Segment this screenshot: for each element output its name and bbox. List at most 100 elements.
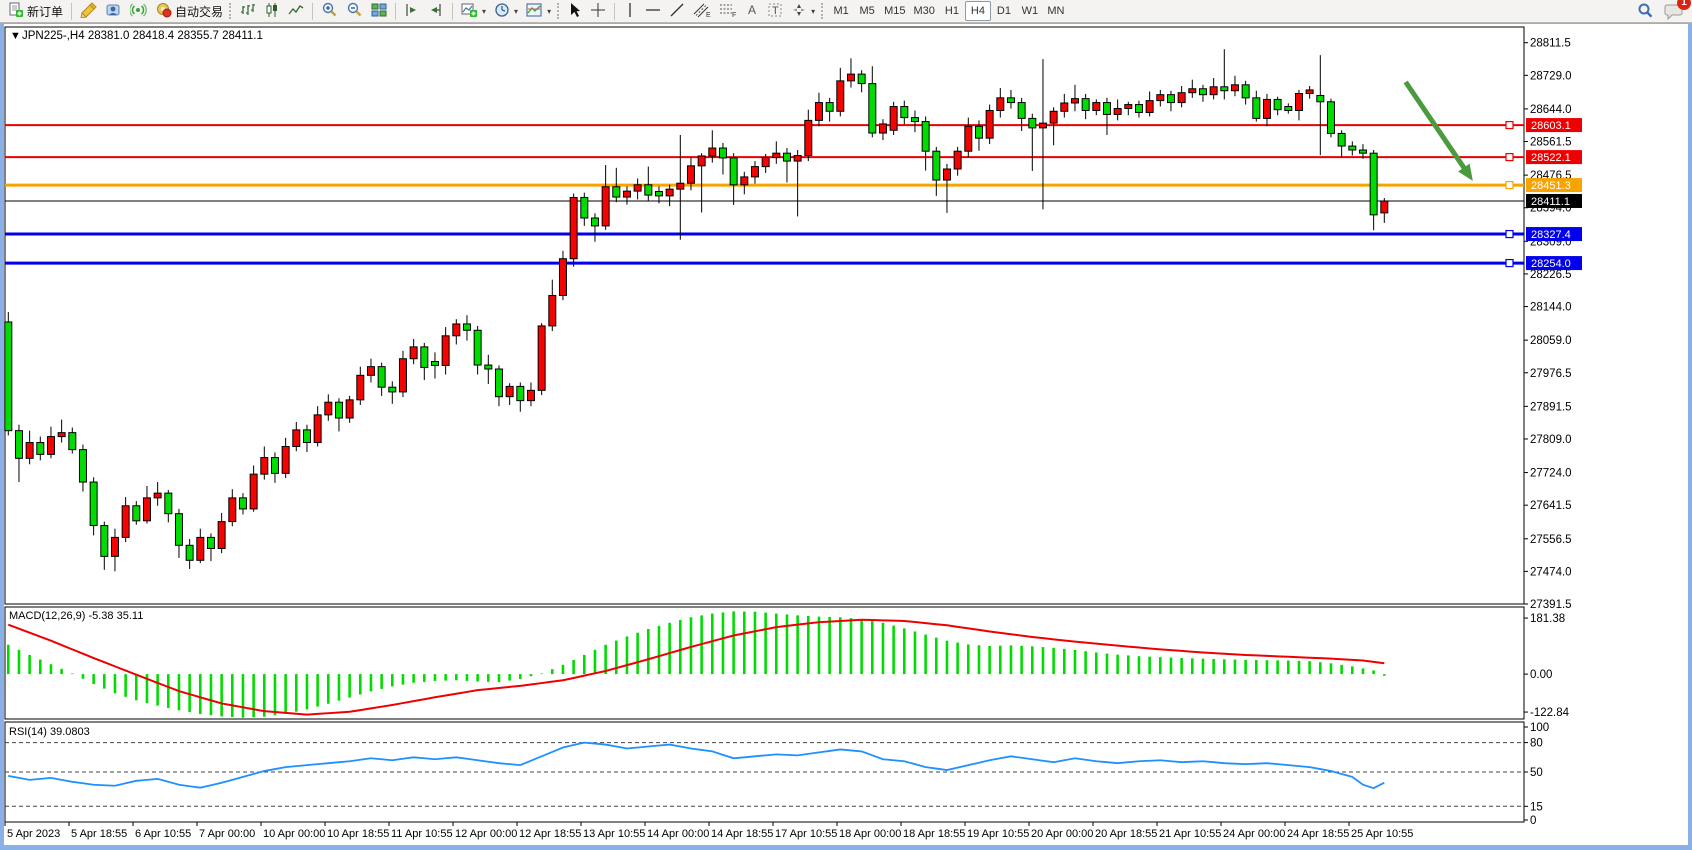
candle[interactable] xyxy=(430,352,439,379)
candle[interactable] xyxy=(196,528,205,564)
candle[interactable] xyxy=(1241,80,1250,105)
search-icon[interactable] xyxy=(1636,2,1654,25)
candle[interactable] xyxy=(174,508,183,558)
candle[interactable] xyxy=(345,395,354,423)
candle[interactable] xyxy=(1273,96,1282,116)
line-chart-button[interactable] xyxy=(284,1,308,21)
candle[interactable] xyxy=(942,163,951,213)
candle[interactable] xyxy=(569,193,578,267)
candle[interactable] xyxy=(1038,59,1047,210)
candle[interactable] xyxy=(516,382,525,412)
indicators-button[interactable]: ▾ xyxy=(457,1,490,21)
candle[interactable] xyxy=(782,148,791,183)
candle[interactable] xyxy=(964,117,973,158)
candle[interactable] xyxy=(654,186,663,204)
annotation-arrow-down[interactable] xyxy=(1403,80,1473,181)
candle[interactable] xyxy=(580,192,589,226)
fibonacci-tool[interactable]: F xyxy=(715,1,741,21)
candle[interactable] xyxy=(1369,150,1378,231)
hline-handle[interactable] xyxy=(1505,229,1514,239)
candle[interactable] xyxy=(1017,97,1026,132)
candle[interactable] xyxy=(1252,90,1261,122)
candle[interactable] xyxy=(878,119,887,141)
candle[interactable] xyxy=(494,365,503,407)
horizontal-line-tool[interactable] xyxy=(641,1,665,21)
candle[interactable] xyxy=(526,382,535,407)
candle[interactable] xyxy=(985,104,994,145)
hline-handle[interactable] xyxy=(1505,152,1514,162)
candle[interactable] xyxy=(612,167,621,203)
candle[interactable] xyxy=(1294,89,1303,121)
candle[interactable] xyxy=(1305,85,1314,99)
candle[interactable] xyxy=(718,142,727,175)
tf-mn-button[interactable]: MN xyxy=(1047,5,1065,17)
hline-handle[interactable] xyxy=(1505,120,1514,130)
zoom-out-button[interactable] xyxy=(342,1,367,21)
candle[interactable] xyxy=(100,521,109,570)
candle[interactable] xyxy=(857,70,866,93)
candle[interactable] xyxy=(1262,93,1271,127)
candle[interactable] xyxy=(761,153,770,173)
text-tool[interactable]: A xyxy=(741,1,763,21)
candle[interactable] xyxy=(398,350,407,398)
notifications-button[interactable]: 1 xyxy=(1664,0,1691,25)
candle[interactable] xyxy=(185,538,194,570)
hline-handle[interactable] xyxy=(1505,180,1514,190)
candle[interactable] xyxy=(633,178,642,200)
candle[interactable] xyxy=(1134,100,1143,118)
styles-button[interactable] xyxy=(76,1,101,21)
candle[interactable] xyxy=(644,166,653,201)
candle[interactable] xyxy=(921,116,930,171)
candle[interactable] xyxy=(217,512,226,554)
candle[interactable] xyxy=(1028,113,1037,171)
candle[interactable] xyxy=(910,110,919,133)
candle[interactable] xyxy=(1156,89,1165,107)
candle[interactable] xyxy=(996,87,1005,118)
candle[interactable] xyxy=(868,66,877,138)
candle[interactable] xyxy=(1060,93,1069,118)
candle[interactable] xyxy=(793,150,802,217)
candle[interactable] xyxy=(110,528,119,572)
candle[interactable] xyxy=(846,58,855,88)
tf-m1-button[interactable]: M1 xyxy=(833,5,849,17)
candle[interactable] xyxy=(676,134,685,240)
candle[interactable] xyxy=(1380,198,1389,223)
candle[interactable] xyxy=(1113,99,1122,121)
candle[interactable] xyxy=(665,184,674,207)
bar-chart-button[interactable] xyxy=(236,1,260,21)
new-order-button[interactable]: 新订单 xyxy=(4,1,67,21)
candle[interactable] xyxy=(505,383,514,405)
tf-w1-button[interactable]: W1 xyxy=(1021,5,1039,17)
candle[interactable] xyxy=(324,394,333,421)
candle[interactable] xyxy=(452,319,461,345)
candle[interactable] xyxy=(889,101,898,135)
candle[interactable] xyxy=(57,419,66,443)
candle[interactable] xyxy=(25,430,34,465)
chart-canvas[interactable]: ▼ JPN225-,H4 28381.0 28418.4 28355.7 2841… xyxy=(4,24,1688,845)
candle[interactable] xyxy=(932,146,941,196)
zoom-in-button[interactable] xyxy=(317,1,342,21)
candle[interactable] xyxy=(462,315,471,341)
candle[interactable] xyxy=(900,100,909,125)
candle[interactable] xyxy=(537,323,546,396)
candle[interactable] xyxy=(558,250,567,301)
candle[interactable] xyxy=(409,338,418,365)
candle[interactable] xyxy=(142,486,151,524)
candle[interactable] xyxy=(1070,84,1079,112)
tf-h4-button[interactable]: H4 xyxy=(964,1,991,21)
chart-shift-button[interactable] xyxy=(400,1,424,21)
candle[interactable] xyxy=(484,354,493,385)
candle[interactable] xyxy=(1348,141,1357,156)
crosshair-button[interactable] xyxy=(586,1,610,21)
candle[interactable] xyxy=(697,153,706,213)
autotrading-button[interactable]: 自动交易 xyxy=(151,1,227,21)
candle[interactable] xyxy=(590,213,599,242)
candle[interactable] xyxy=(1316,55,1325,156)
candle[interactable] xyxy=(1081,93,1090,120)
candlestick-chart-button[interactable] xyxy=(260,1,284,21)
chart-dropdown-arrow[interactable]: ▼ xyxy=(10,30,21,42)
candle[interactable] xyxy=(1166,90,1175,112)
candle[interactable] xyxy=(1145,91,1154,117)
candle[interactable] xyxy=(622,186,631,205)
candle[interactable] xyxy=(302,424,311,453)
